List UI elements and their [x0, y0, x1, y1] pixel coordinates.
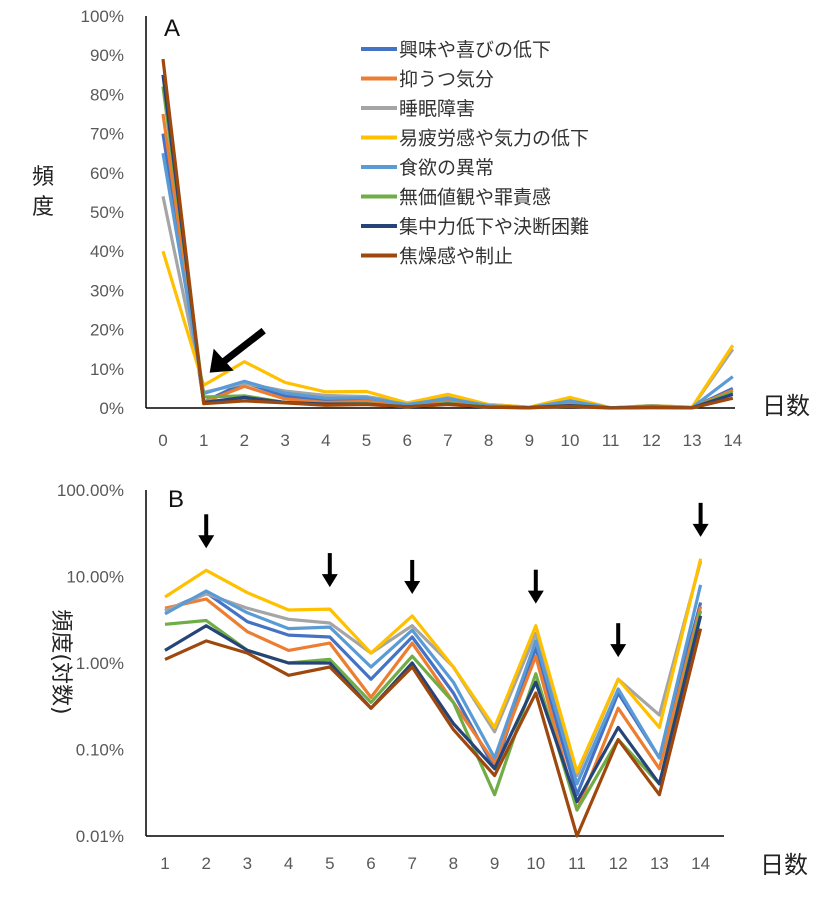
- panel-b-xtick-label: 6: [366, 854, 375, 873]
- panel-b-series-line: [164, 597, 703, 812]
- panel-a-ytick-label: 100%: [81, 7, 124, 26]
- panel-b-xtick-label: 9: [490, 854, 499, 873]
- panel-b-series-line: [164, 591, 703, 797]
- panel-b-arrow-annotation: [610, 623, 627, 658]
- panel-a-xtick-label: 2: [240, 431, 249, 450]
- panel-b-xtick-label: 13: [650, 854, 669, 873]
- panel-b-ytick-label: 10.00%: [66, 568, 124, 587]
- panel-b-series-line: [164, 628, 703, 838]
- panel-a-ylabel-char-2: 度: [32, 195, 54, 220]
- panel-a-series-line: [161, 58, 734, 410]
- panel-a-ytick-label: 70%: [90, 125, 124, 144]
- panel-a-xtick-label: 11: [602, 431, 620, 450]
- panel-b-label: B: [168, 486, 184, 513]
- panel-b-arrow-head: [404, 580, 421, 594]
- panel-a-plot: 0%10%20%30%40%50%60%70%80%90%100%0 1 2 3 4 5 6…: [81, 7, 743, 450]
- panel-a-xtick-label: 1: [199, 431, 208, 450]
- panel-b-series-line: [164, 584, 703, 786]
- panel-b-plot: 0.01%0.10%1.00%10.00%100.00%1 2 3 4 5 6 7 8 9 10 1…: [57, 481, 724, 873]
- panel-b-arrow-head: [527, 590, 544, 604]
- panel-a-ytick-label: 20%: [90, 321, 124, 340]
- panel-b-xtick-label: 12: [609, 854, 628, 873]
- panel-b-arrow-annotation: [404, 559, 421, 594]
- panel-a-label: A: [164, 15, 180, 42]
- panel-a-ylabel-char-1: 頻: [32, 165, 54, 190]
- panel-b-xtick-label: 3: [243, 854, 252, 873]
- panel-a-legend: 興味や喜びの低下抑うつ気分睡眠障害易疲労感や気力の低下食欲の異常無価値観や罪責感…: [361, 39, 589, 268]
- panel-b-xtick-label: 5: [325, 854, 334, 873]
- panel-b-xtick-label: 1: [160, 854, 169, 873]
- panel-b-ylabel: 頻度(対数): [48, 609, 73, 714]
- panel-a-xtick-label: 14: [723, 431, 742, 450]
- panel-b-arrow-annotation: [198, 514, 215, 549]
- panel-b-xtick-label: 11: [568, 854, 586, 873]
- panel-b-arrow-head: [610, 644, 627, 658]
- panel-a-xtick-label: 12: [642, 431, 661, 450]
- panel-b-xtick-label: 14: [691, 854, 710, 873]
- panel-a-xtick-label: 10: [561, 431, 580, 450]
- legend-label: 易疲労感や気力の低下: [399, 128, 589, 150]
- panel-b-arrow-annotation: [527, 569, 544, 604]
- panel-a-xtick-label: 9: [525, 431, 534, 450]
- panel-b-xtick-label: 10: [526, 854, 545, 873]
- panel-a-xtick-label: 13: [683, 431, 702, 450]
- panel-b-ytick-label: 100.00%: [57, 481, 124, 500]
- panel-a-arrow-shaft: [221, 327, 266, 365]
- panel-a-ytick-label: 60%: [90, 164, 124, 183]
- panel-a-xtick-label: 4: [321, 431, 330, 450]
- panel-a-xtick-label: 0: [158, 431, 167, 450]
- panel-a-xtick-label: 8: [484, 431, 493, 450]
- panel-b-arrow-annotation: [321, 553, 338, 588]
- panel-b-xtick-label: 8: [449, 854, 458, 873]
- panel-a-ylabel: 頻 度: [32, 165, 54, 220]
- panel-a-ytick-label: 40%: [90, 242, 124, 261]
- panel-b-ytick-label: 1.00%: [76, 654, 124, 673]
- panel-b-arrow-head: [321, 574, 338, 588]
- panel-b-arrow-head: [198, 535, 215, 549]
- panel-b-series-line: [164, 615, 703, 804]
- legend-label: 睡眠障害: [399, 98, 475, 120]
- panel-a-ytick-label: 50%: [90, 203, 124, 222]
- panel-a-xtick-label: 7: [443, 431, 452, 450]
- panel-a-ytick-label: 0%: [99, 399, 124, 418]
- legend-label: 食欲の異常: [399, 157, 494, 179]
- panel-a-xtick-label: 3: [280, 431, 289, 450]
- panel-a-xtick-label: 5: [362, 431, 371, 450]
- panel-a-ytick-label: 90%: [90, 46, 124, 65]
- legend-label: 無価値観や罪責感: [399, 187, 551, 209]
- panel-a-xlabel: 日数: [762, 392, 810, 420]
- panel-a-ytick-label: 10%: [90, 360, 124, 379]
- panel-a-xtick-label: 6: [402, 431, 411, 450]
- panel-b-ytick-label: 0.10%: [76, 741, 124, 760]
- panel-b-xtick-label: 2: [201, 854, 210, 873]
- legend-label: 抑うつ気分: [399, 69, 494, 91]
- panel-b-series-line: [164, 558, 703, 774]
- panel-b-ytick-label: 0.01%: [76, 827, 124, 846]
- panel-a-arrow-annotation: [209, 327, 266, 373]
- panel-b-xtick-label: 4: [284, 854, 293, 873]
- panel-a-ytick-label: 30%: [90, 281, 124, 300]
- legend-label: 焦燥感や制止: [399, 246, 513, 268]
- panel-b-xlabel: 日数: [760, 851, 808, 879]
- panel-b-arrow-head: [692, 523, 709, 537]
- panel-b-arrow-annotation: [692, 502, 709, 537]
- panel-b-xtick-label: 7: [407, 854, 416, 873]
- panel-a-arrow-head: [209, 348, 234, 373]
- panel-a-ytick-label: 80%: [90, 85, 124, 104]
- legend-label: 興味や喜びの低下: [399, 39, 551, 61]
- panel-a-series-line: [161, 74, 734, 410]
- legend-label: 集中力低下や決断困難: [399, 216, 589, 238]
